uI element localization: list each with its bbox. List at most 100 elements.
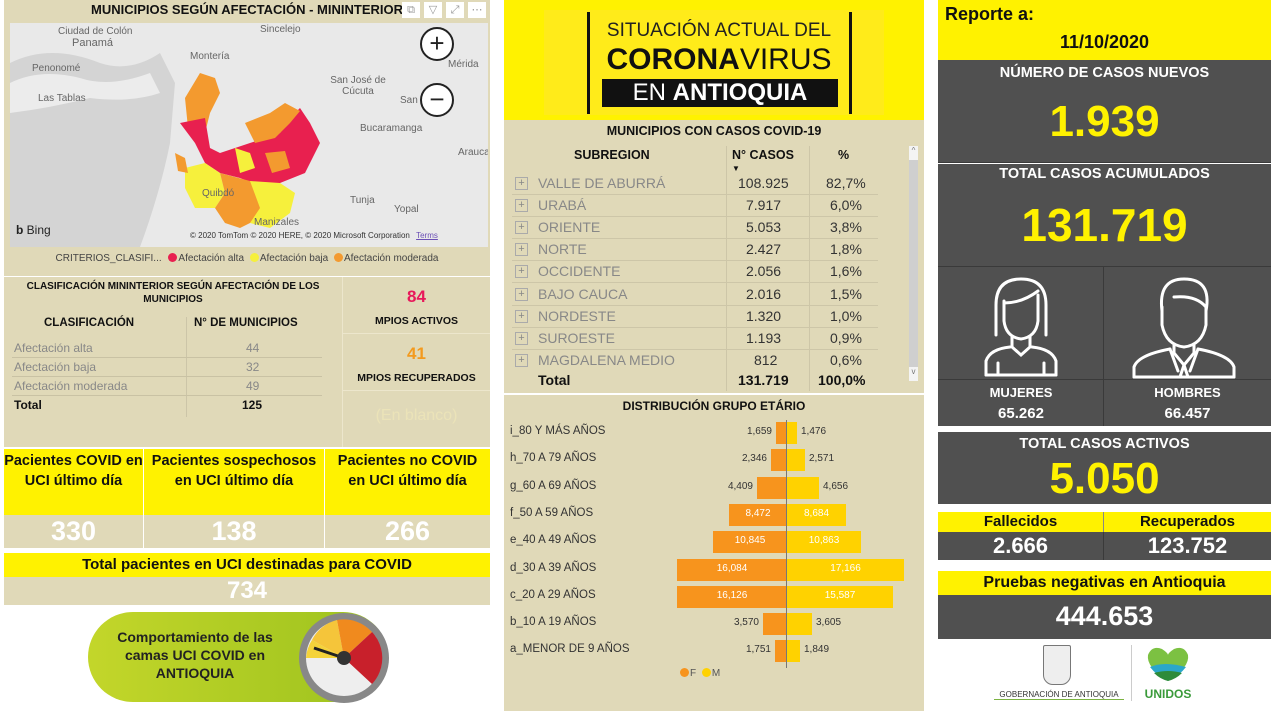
gobernacion-logo: GOBERNACIÓN DE ANTIOQUIA [994,645,1124,705]
unidos-logo: UNIDOS [1140,645,1196,705]
map-label: San [400,95,418,106]
column-header[interactable]: CLASIFICACIÓN [44,317,135,329]
zoom-out-button[interactable]: − [420,83,454,117]
vertical-scrollbar[interactable]: ^ v [909,146,918,381]
data-label: 1,659 [746,426,772,437]
bar-female[interactable] [729,503,787,526]
bar-male[interactable] [787,503,846,526]
column-header[interactable]: SUBREGION [574,148,650,162]
legend-dot-icon [333,253,343,262]
table-row[interactable]: + NORDESTE 1.320 1,0% [512,306,878,328]
uci-card-value: 266 [325,515,490,548]
bar-female[interactable] [757,476,787,499]
man-icon [1130,273,1238,386]
expand-icon[interactable]: + [515,243,528,256]
bar-male[interactable] [787,476,819,499]
expand-icon[interactable]: + [515,332,528,345]
column-header[interactable]: N° CASOS [732,148,794,162]
table-row[interactable]: + ORIENTE 5.053 3,8% [512,217,878,239]
active-municipalities-label: MPIOS ACTIVOS [374,315,459,327]
table-row[interactable]: + OCCIDENTE 2.056 1,6% [512,261,878,283]
new-cases-label: NÚMERO DE CASOS NUEVOS [999,65,1210,81]
sort-desc-icon[interactable]: ▼ [732,164,740,173]
expand-icon[interactable]: + [515,177,528,190]
chart-center-axis [786,420,787,668]
table-row[interactable]: Afectación alta 44 [12,339,322,358]
table-row[interactable]: + VALLE DE ABURRÁ 108.925 82,7% [512,173,878,195]
bar-male[interactable] [787,640,800,663]
filter-icon[interactable]: ▽ [424,2,442,18]
data-label: 1,849 [804,644,830,656]
column-header[interactable]: N° DE MUNICIPIOS [194,317,298,329]
map-label: Quibdó [202,188,235,199]
title-line-3: EN ANTIOQUIA [602,79,838,107]
expand-icon[interactable]: + [515,265,528,278]
expand-icon[interactable]: + [515,221,528,234]
map-label: Las Tablas [38,93,86,104]
recovered-municipalities-value: 41 [407,344,426,363]
men-label: HOMBRES [1154,385,1221,400]
scroll-up-icon[interactable]: ^ [909,146,918,160]
zoom-in-button[interactable]: + [420,27,454,61]
report-date: 11/10/2020 [1059,32,1150,52]
table-row[interactable]: Afectación baja 32 [12,358,322,377]
title-line-1: SITUACIÓN ACTUAL DEL [606,20,832,41]
data-label: 8,472 [745,507,771,519]
legend-item[interactable]: Afectación moderada [333,253,439,264]
legend-item-m[interactable]: M [701,668,720,679]
uci-total-label: Total pacientes en UCI destinadas para C… [4,553,490,577]
focus-mode-icon[interactable]: ⤢ [446,2,464,18]
column-header[interactable]: % [838,148,850,162]
legend-item-f[interactable]: F [680,668,696,679]
age-group-label: c_20 A 29 AÑOS [510,588,596,601]
table-row[interactable]: + URABÁ 7.917 6,0% [512,195,878,217]
bar-female[interactable] [677,585,787,608]
age-group-label: e_40 A 49 AÑOS [510,534,597,547]
map-label: Yopal [394,204,419,215]
bar-female[interactable] [776,422,787,444]
choropleth-map[interactable]: Ciudad de Colón Panamá Penonomé Las Tabl… [10,23,488,247]
bar-male[interactable] [787,449,805,472]
bar-male[interactable] [787,558,904,581]
more-options-icon[interactable]: ⋯ [468,2,486,18]
report-date-card: Reporte a: 11/10/2020 [938,0,1271,60]
active-cases-value: 5.050 [1049,454,1160,503]
chart-legend: F M [680,668,720,679]
map-label: Manizales [254,217,300,228]
expand-icon[interactable]: + [515,354,528,367]
deaths-label: Fallecidos [938,512,1104,532]
active-municipalities-value: 84 [407,287,426,306]
map-label: Tunja [350,195,375,206]
women-card: MUJERES 65.262 [938,266,1104,426]
table-row[interactable]: + MAGDALENA MEDIO 812 0,6% [512,350,878,370]
copy-icon[interactable]: ⧉ [402,2,420,18]
bar-female[interactable] [771,449,787,472]
expand-icon[interactable]: + [515,199,528,212]
legend-item[interactable]: Afectación alta [168,253,244,264]
table-row[interactable]: + SUROESTE 1.193 0,9% [512,328,878,350]
terms-link[interactable]: Terms [416,231,438,240]
map-label: Bucaramanga [360,123,423,134]
table-row[interactable]: Afectación moderada 49 [12,377,322,396]
table-row[interactable]: + BAJO CAUCA 2.016 1,5% [512,284,878,306]
scroll-down-icon[interactable]: v [909,367,918,381]
bar-female[interactable] [763,613,787,636]
bar-male[interactable] [787,585,893,608]
bar-male[interactable] [787,422,797,444]
bar-male[interactable] [787,613,812,636]
classification-title: CLASIFICACIÓN MININTERIOR SEGÚN AFECTACI… [26,281,320,305]
legend-item[interactable]: Afectación baja [249,253,328,264]
title-bar-right [849,12,852,114]
heart-icon [1147,647,1189,681]
map-legend: CRITERIOS_CLASIFI... Afectación alta Afe… [4,253,490,264]
expand-icon[interactable]: + [515,310,528,323]
bar-female[interactable] [775,640,787,663]
deaths-value: 2.666 [938,532,1104,560]
expand-icon[interactable]: + [515,288,528,301]
data-label: 3,605 [816,617,842,629]
bar-female[interactable] [677,558,787,581]
bar-female[interactable] [713,531,787,554]
bar-male[interactable] [787,531,861,554]
recovered-municipalities-card: 41 MPIOS RECUPERADOS [342,334,490,391]
table-row[interactable]: + NORTE 2.427 1,8% [512,239,878,261]
